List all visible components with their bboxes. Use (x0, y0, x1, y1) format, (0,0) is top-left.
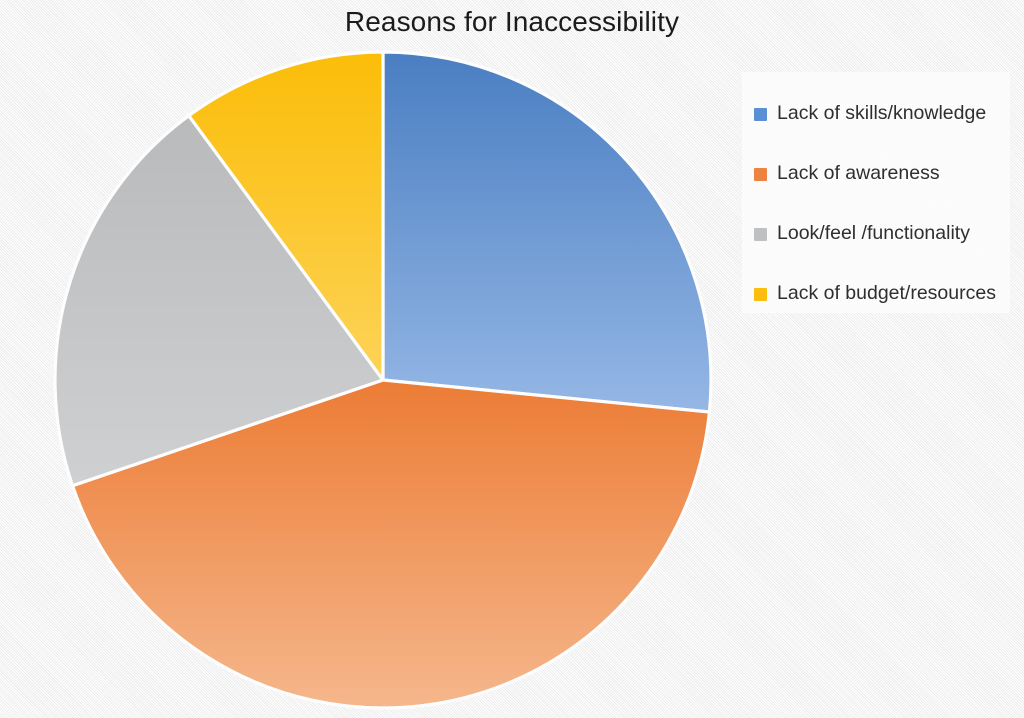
legend-item-label: Look/feel /functionality (777, 222, 970, 245)
legend-item-label: Lack of awareness (777, 162, 940, 185)
pie-slice-2[interactable] (53, 114, 385, 488)
chart-legend: Lack of skills/knowledge Lack of awarene… (742, 72, 1010, 313)
legend-swatch-icon (754, 227, 767, 241)
pie-slice-3[interactable] (187, 50, 385, 382)
legend-item-label: Lack of skills/knowledge (777, 102, 987, 125)
pie-chart[interactable] (53, 50, 713, 710)
page-title: Reasons for Inaccessibility (344, 6, 680, 37)
legend-item-1[interactable]: Lack of awareness (754, 154, 1000, 194)
legend-item-2[interactable]: Look/feel /functionality (754, 214, 1000, 254)
legend-item-label: Lack of budget/resources (777, 282, 996, 305)
pie-slice-0[interactable] (381, 50, 713, 414)
pie-chart-svg (53, 50, 713, 710)
legend-item-0[interactable]: Lack of skills/knowledge (754, 94, 1000, 134)
legend-swatch-icon (754, 107, 767, 121)
pie-slice-1[interactable] (70, 378, 712, 710)
legend-swatch-icon (754, 167, 767, 181)
legend-item-3[interactable]: Lack of budget/resources (754, 274, 1000, 314)
legend-swatch-icon (754, 287, 767, 301)
